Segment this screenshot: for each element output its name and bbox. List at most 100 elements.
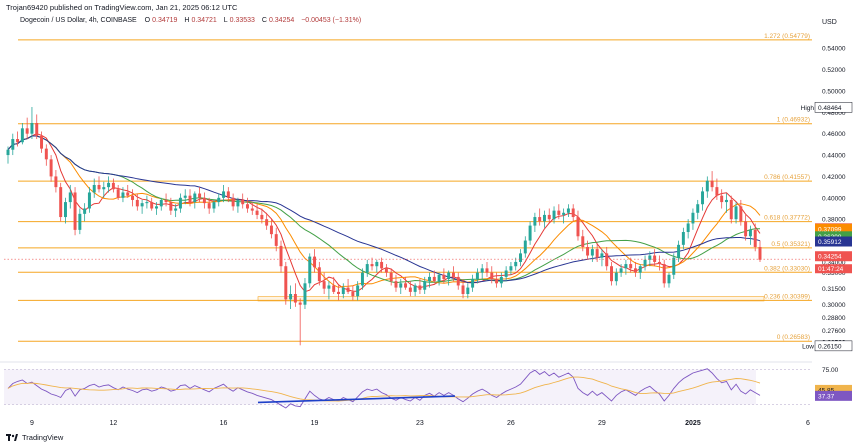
- price-badge: [815, 251, 852, 262]
- close-label: C: [261, 17, 267, 24]
- candle-body: [241, 199, 245, 205]
- low-marker-value: 0.26150: [818, 343, 842, 350]
- candle-body: [159, 199, 163, 207]
- candle-body: [327, 285, 331, 289]
- candle-body: [418, 285, 422, 290]
- candle-body: [236, 199, 240, 207]
- candle-body: [466, 287, 470, 295]
- tradingview-brand[interactable]: TradingView: [6, 433, 63, 442]
- y-tick-label: 0.27600: [822, 328, 846, 335]
- candle-body: [744, 221, 748, 237]
- candle-body: [485, 268, 489, 273]
- price-badge: [815, 236, 852, 247]
- candle-body: [164, 199, 168, 203]
- candle-body: [44, 148, 48, 160]
- candle-body: [54, 176, 58, 188]
- candle-body: [6, 149, 10, 156]
- price-badge-value: 0.34254: [818, 254, 842, 261]
- x-tick-label: 12: [109, 420, 117, 427]
- candle-body: [542, 214, 546, 222]
- candle-body: [710, 180, 714, 188]
- candle-body: [351, 291, 355, 297]
- candle-body: [308, 256, 312, 284]
- candle-body: [557, 210, 561, 215]
- candle-body: [394, 281, 398, 288]
- candle-body: [495, 279, 499, 284]
- candle-body: [523, 240, 527, 254]
- candle-body: [657, 261, 661, 265]
- candle-body: [68, 192, 72, 203]
- candle-body: [701, 191, 705, 205]
- candle-body: [533, 217, 537, 226]
- candle-body: [648, 255, 652, 260]
- candle-body: [63, 202, 67, 218]
- rsi-level-label: 75.00: [822, 367, 839, 374]
- candle-body: [461, 285, 465, 295]
- high-value: 0.34721: [191, 17, 217, 24]
- candle-body: [116, 189, 120, 198]
- y-tick-label: 0.28800: [822, 315, 846, 322]
- fib-level-label: 0.236 (0.30399): [764, 293, 810, 300]
- x-tick-label: 9: [30, 420, 34, 427]
- candle-body: [600, 253, 604, 258]
- candle-body: [442, 274, 446, 280]
- candle-body: [289, 294, 293, 300]
- candle-body: [102, 187, 106, 190]
- candle-body: [480, 268, 484, 273]
- high-marker-value: 0.48464: [818, 105, 842, 112]
- candle-body: [341, 287, 345, 295]
- fib-level-label: 1 (0.46932): [777, 117, 810, 124]
- candle-body: [605, 253, 609, 267]
- candle-body: [356, 285, 360, 297]
- candle-body: [595, 249, 599, 258]
- published-caption: Trojan69420 published on TradingView.com…: [6, 3, 238, 12]
- candle-body: [576, 217, 580, 237]
- price-badge: [815, 223, 852, 234]
- candle-body: [145, 202, 149, 204]
- candle-body: [375, 261, 379, 267]
- candle-body: [226, 191, 230, 198]
- tradingview-logo-icon: [6, 434, 18, 441]
- candle-body: [715, 187, 719, 196]
- candle-body: [40, 135, 44, 149]
- candle-body: [475, 272, 479, 280]
- candle-body: [154, 206, 158, 209]
- candle-body: [547, 214, 551, 220]
- candle-body: [293, 294, 297, 303]
- candle-body: [633, 268, 637, 273]
- open-label: O: [144, 17, 151, 24]
- fib-level-label: 1.272 (0.54779): [764, 33, 810, 40]
- candle-body: [11, 139, 15, 150]
- symbol-name[interactable]: Dogecoin / US Dollar, 4h, COINBASE: [20, 17, 137, 24]
- candle-body: [624, 264, 628, 269]
- rsi-badge: [815, 390, 852, 401]
- fib-level-label: 0.5 (0.35321): [771, 241, 810, 248]
- ma-red-line: [7, 133, 761, 293]
- x-tick-label: 23: [416, 420, 424, 427]
- candle-body: [150, 202, 154, 209]
- candle-body: [111, 182, 115, 190]
- candle-body: [274, 234, 278, 246]
- rsi-ma-line: [7, 376, 761, 402]
- x-tick-label: 2025: [685, 420, 701, 427]
- candle-body: [25, 128, 29, 134]
- rsi-line: [7, 368, 761, 409]
- candle-body: [734, 206, 738, 220]
- candle-body: [753, 229, 757, 247]
- candle-body: [284, 266, 288, 300]
- candle-body: [739, 206, 743, 222]
- y-tick-label: 0.52000: [822, 67, 846, 74]
- candle-body: [456, 276, 460, 286]
- candle-body: [222, 191, 226, 198]
- candle-body: [260, 214, 264, 220]
- candle-body: [121, 192, 125, 198]
- low-marker-label: Low: [802, 343, 814, 350]
- candle-body: [35, 122, 39, 136]
- high-label: H: [184, 17, 190, 24]
- candle-body: [590, 249, 594, 256]
- ma-navy-line: [7, 135, 761, 284]
- currency-label: USD: [822, 19, 837, 26]
- price-badge-value: 0.35912: [818, 239, 842, 246]
- support-zone: [257, 296, 765, 302]
